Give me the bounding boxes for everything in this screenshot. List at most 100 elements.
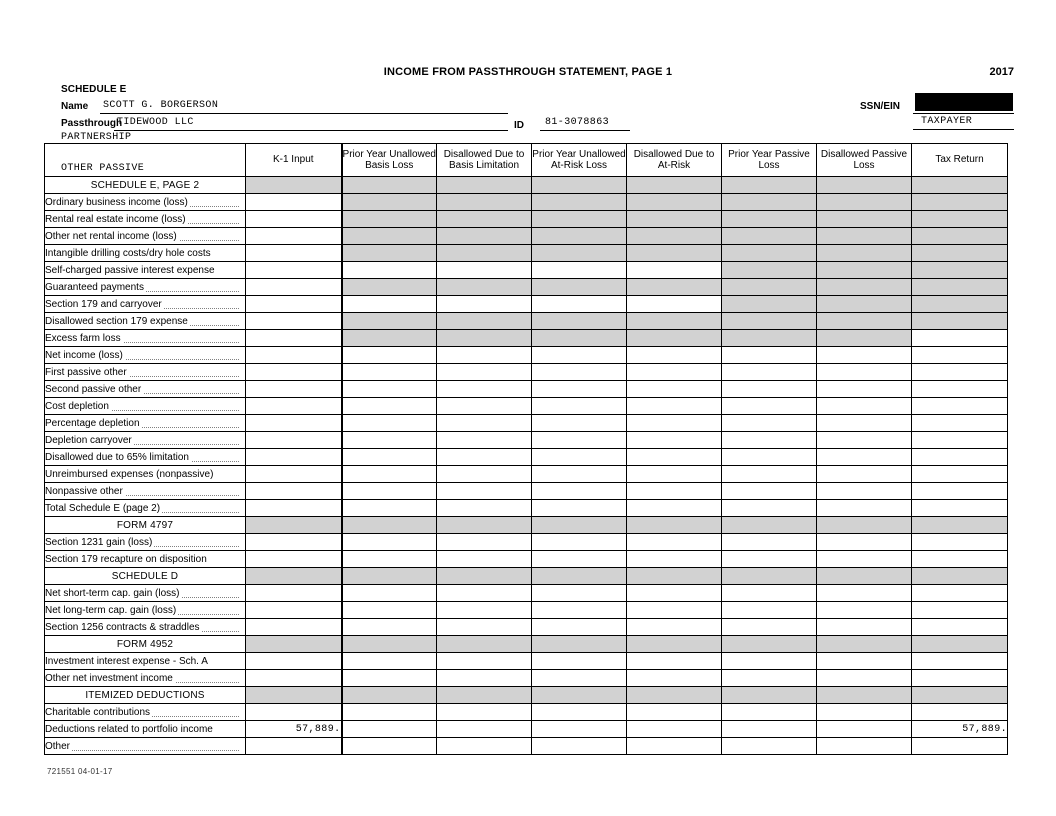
cell-py_passive_loss[interactable] xyxy=(721,703,817,721)
cell-py_unallowed_basis_loss[interactable] xyxy=(341,414,437,432)
cell-py_unallowed_atrisk_loss[interactable] xyxy=(531,278,627,296)
cell-disallowed_atrisk[interactable] xyxy=(626,329,722,347)
cell-k1_input[interactable] xyxy=(245,669,343,687)
cell-tax_return[interactable] xyxy=(911,516,1008,534)
cell-k1_input[interactable] xyxy=(245,686,343,704)
cell-py_passive_loss[interactable] xyxy=(721,465,817,483)
cell-disallowed_passive_loss[interactable] xyxy=(816,244,912,262)
cell-disallowed_passive_loss[interactable] xyxy=(816,346,912,364)
cell-disallowed_passive_loss[interactable] xyxy=(816,652,912,670)
cell-disallowed_atrisk[interactable] xyxy=(626,482,722,500)
cell-py_passive_loss[interactable] xyxy=(721,669,817,687)
cell-tax_return[interactable] xyxy=(911,210,1008,228)
cell-tax_return[interactable] xyxy=(911,499,1008,517)
cell-tax_return[interactable] xyxy=(911,737,1008,755)
cell-disallowed_passive_loss[interactable] xyxy=(816,193,912,211)
cell-tax_return[interactable] xyxy=(911,346,1008,364)
cell-k1_input[interactable] xyxy=(245,176,343,194)
cell-k1_input[interactable] xyxy=(245,278,343,296)
cell-py_unallowed_atrisk_loss[interactable] xyxy=(531,516,627,534)
cell-py_passive_loss[interactable] xyxy=(721,193,817,211)
cell-disallowed_basis_limitation[interactable] xyxy=(436,176,532,194)
cell-disallowed_basis_limitation[interactable] xyxy=(436,686,532,704)
cell-disallowed_passive_loss[interactable] xyxy=(816,516,912,534)
cell-py_passive_loss[interactable] xyxy=(721,533,817,551)
cell-disallowed_passive_loss[interactable] xyxy=(816,584,912,602)
cell-disallowed_atrisk[interactable] xyxy=(626,295,722,313)
cell-disallowed_atrisk[interactable] xyxy=(626,584,722,602)
cell-disallowed_passive_loss[interactable] xyxy=(816,397,912,415)
cell-py_unallowed_atrisk_loss[interactable] xyxy=(531,567,627,585)
cell-tax_return[interactable] xyxy=(911,278,1008,296)
cell-k1_input[interactable] xyxy=(245,482,343,500)
cell-disallowed_atrisk[interactable] xyxy=(626,669,722,687)
cell-tax_return[interactable] xyxy=(911,601,1008,619)
cell-py_unallowed_basis_loss[interactable] xyxy=(341,703,437,721)
cell-py_passive_loss[interactable] xyxy=(721,380,817,398)
cell-py_passive_loss[interactable] xyxy=(721,635,817,653)
cell-tax_return[interactable] xyxy=(911,244,1008,262)
cell-py_passive_loss[interactable] xyxy=(721,448,817,466)
cell-py_unallowed_basis_loss[interactable] xyxy=(341,686,437,704)
cell-k1_input[interactable] xyxy=(245,635,343,653)
cell-py_unallowed_basis_loss[interactable] xyxy=(341,227,437,245)
cell-disallowed_basis_limitation[interactable] xyxy=(436,244,532,262)
cell-tax_return[interactable] xyxy=(911,363,1008,381)
cell-py_unallowed_basis_loss[interactable] xyxy=(341,550,437,568)
cell-tax_return[interactable] xyxy=(911,533,1008,551)
cell-py_passive_loss[interactable] xyxy=(721,482,817,500)
cell-disallowed_atrisk[interactable] xyxy=(626,363,722,381)
cell-py_unallowed_atrisk_loss[interactable] xyxy=(531,312,627,330)
cell-disallowed_basis_limitation[interactable] xyxy=(436,363,532,381)
cell-k1_input[interactable] xyxy=(245,533,343,551)
cell-py_unallowed_basis_loss[interactable] xyxy=(341,363,437,381)
cell-tax_return[interactable] xyxy=(911,227,1008,245)
cell-py_passive_loss[interactable] xyxy=(721,346,817,364)
cell-py_unallowed_atrisk_loss[interactable] xyxy=(531,533,627,551)
cell-disallowed_passive_loss[interactable] xyxy=(816,533,912,551)
cell-py_unallowed_basis_loss[interactable] xyxy=(341,635,437,653)
cell-py_unallowed_atrisk_loss[interactable] xyxy=(531,193,627,211)
cell-k1_input[interactable] xyxy=(245,601,343,619)
cell-disallowed_atrisk[interactable] xyxy=(626,210,722,228)
cell-disallowed_atrisk[interactable] xyxy=(626,431,722,449)
cell-tax_return[interactable] xyxy=(911,193,1008,211)
cell-py_unallowed_basis_loss[interactable] xyxy=(341,176,437,194)
cell-py_unallowed_basis_loss[interactable] xyxy=(341,397,437,415)
cell-disallowed_basis_limitation[interactable] xyxy=(436,465,532,483)
cell-py_unallowed_atrisk_loss[interactable] xyxy=(531,482,627,500)
cell-py_unallowed_atrisk_loss[interactable] xyxy=(531,550,627,568)
cell-disallowed_atrisk[interactable] xyxy=(626,278,722,296)
cell-disallowed_basis_limitation[interactable] xyxy=(436,312,532,330)
cell-tax_return[interactable] xyxy=(911,261,1008,279)
cell-py_passive_loss[interactable] xyxy=(721,601,817,619)
cell-k1_input[interactable] xyxy=(245,584,343,602)
cell-k1_input[interactable] xyxy=(245,703,343,721)
cell-tax_return[interactable] xyxy=(911,448,1008,466)
cell-py_unallowed_atrisk_loss[interactable] xyxy=(531,414,627,432)
cell-tax_return[interactable] xyxy=(911,397,1008,415)
cell-tax_return[interactable] xyxy=(911,380,1008,398)
cell-disallowed_basis_limitation[interactable] xyxy=(436,516,532,534)
cell-disallowed_passive_loss[interactable] xyxy=(816,482,912,500)
cell-disallowed_atrisk[interactable] xyxy=(626,567,722,585)
cell-disallowed_passive_loss[interactable] xyxy=(816,635,912,653)
cell-disallowed_passive_loss[interactable] xyxy=(816,295,912,313)
cell-tax_return[interactable] xyxy=(911,431,1008,449)
cell-disallowed_basis_limitation[interactable] xyxy=(436,499,532,517)
cell-k1_input[interactable] xyxy=(245,261,343,279)
cell-py_unallowed_basis_loss[interactable] xyxy=(341,465,437,483)
cell-py_unallowed_basis_loss[interactable] xyxy=(341,584,437,602)
cell-py_passive_loss[interactable] xyxy=(721,227,817,245)
cell-py_unallowed_basis_loss[interactable] xyxy=(341,312,437,330)
cell-py_unallowed_basis_loss[interactable] xyxy=(341,618,437,636)
cell-k1_input[interactable] xyxy=(245,346,343,364)
cell-py_unallowed_basis_loss[interactable] xyxy=(341,499,437,517)
cell-disallowed_passive_loss[interactable] xyxy=(816,380,912,398)
cell-disallowed_basis_limitation[interactable] xyxy=(436,618,532,636)
cell-py_unallowed_basis_loss[interactable] xyxy=(341,329,437,347)
cell-disallowed_atrisk[interactable] xyxy=(626,227,722,245)
cell-py_unallowed_basis_loss[interactable] xyxy=(341,567,437,585)
cell-disallowed_passive_loss[interactable] xyxy=(816,720,912,738)
cell-disallowed_passive_loss[interactable] xyxy=(816,618,912,636)
